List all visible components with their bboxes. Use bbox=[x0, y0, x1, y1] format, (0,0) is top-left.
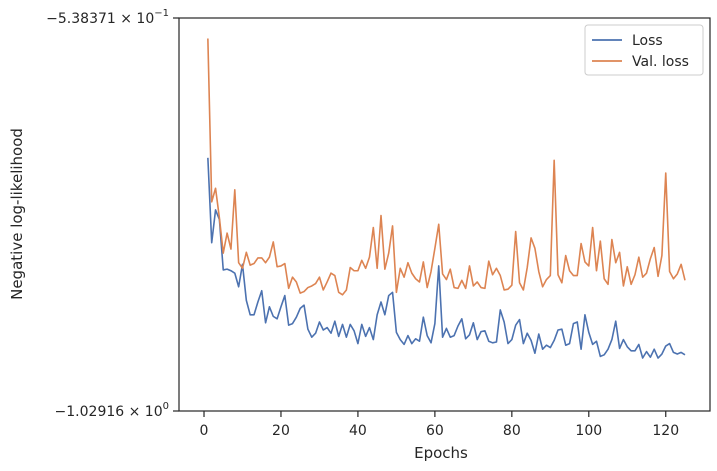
y-tick-label: −5.38371 × 10−1 bbox=[46, 8, 169, 27]
x-tick-label: 120 bbox=[652, 423, 679, 439]
series-line-0 bbox=[207, 157, 686, 359]
legend-label-1: Val. loss bbox=[632, 54, 689, 70]
plot-lines bbox=[207, 38, 686, 359]
series-line-1 bbox=[207, 38, 686, 296]
legend: Loss Val. loss bbox=[584, 24, 704, 76]
x-tick-label: 60 bbox=[426, 423, 444, 439]
y-tick-label: −1.02916 × 100 bbox=[55, 401, 169, 420]
x-tick-label: 80 bbox=[503, 423, 521, 439]
x-tick-label: 20 bbox=[272, 423, 290, 439]
x-axis-label: Epochs bbox=[414, 444, 468, 462]
legend-label-0: Loss bbox=[632, 33, 663, 49]
x-tick-label: 100 bbox=[575, 423, 602, 439]
x-axis: 0 20 40 60 80 100 120 bbox=[200, 411, 679, 439]
y-axis: −5.38371 × 10−1 −1.02916 × 100 bbox=[46, 8, 179, 420]
x-tick-label: 40 bbox=[349, 423, 367, 439]
y-axis-label: Negative log-likelihood bbox=[8, 128, 26, 300]
plot-frame bbox=[178, 17, 711, 412]
legend-box bbox=[584, 24, 704, 76]
x-tick-label: 0 bbox=[200, 423, 209, 439]
